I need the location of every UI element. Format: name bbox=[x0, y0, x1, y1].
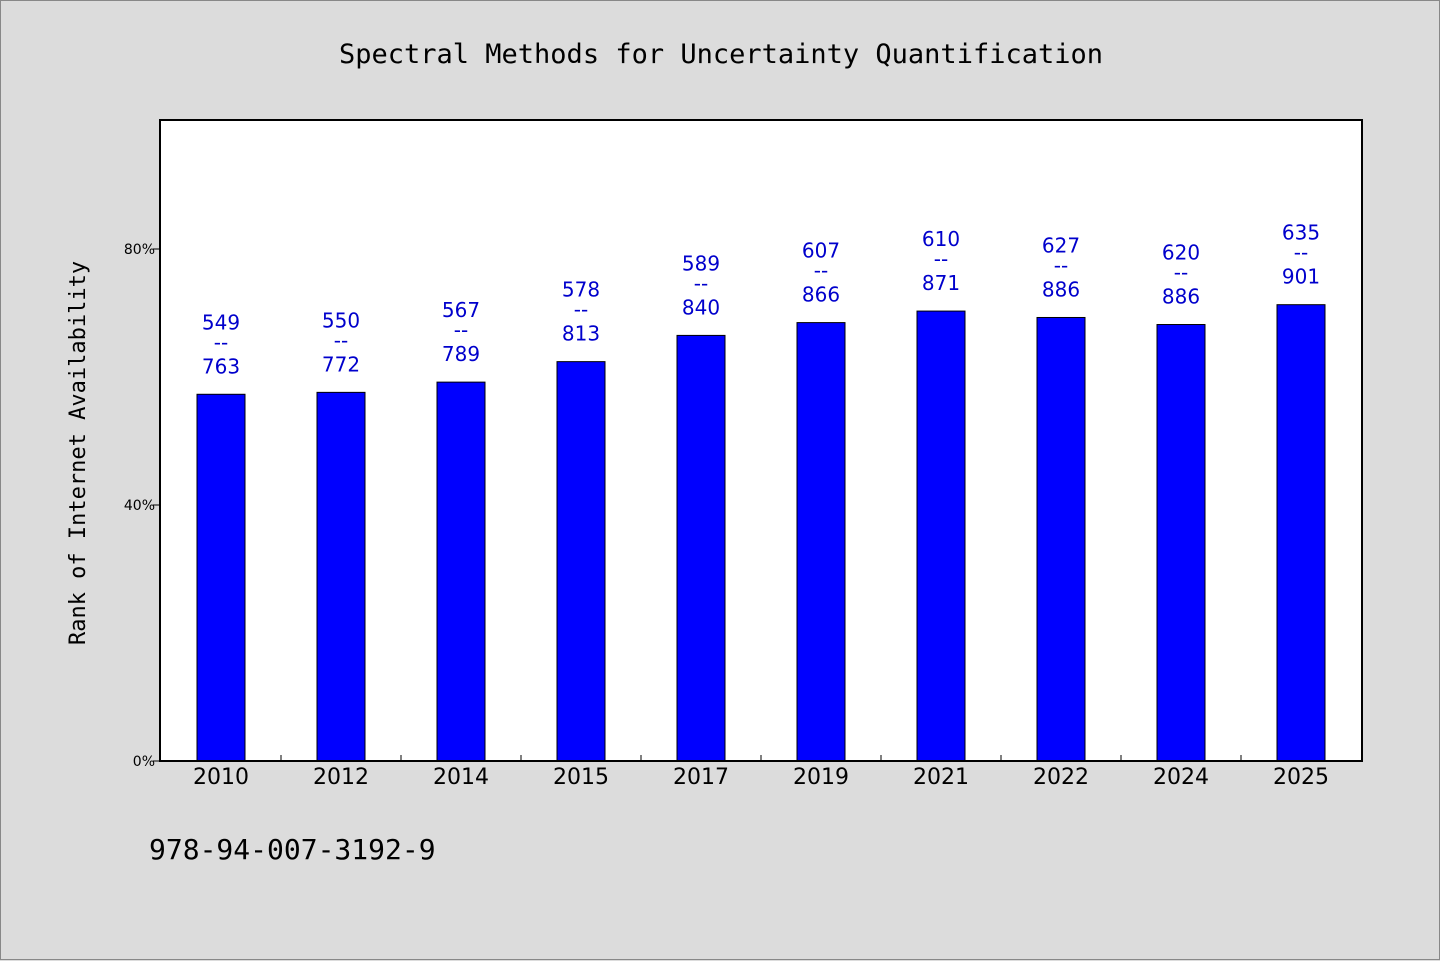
isbn-text: 978-94-007-3192-9 bbox=[149, 833, 436, 866]
bar-label-bottom: 840 bbox=[682, 295, 720, 319]
x-tick-label: 2025 bbox=[1273, 765, 1329, 790]
y-axis-label: Rank of Internet Availability bbox=[66, 261, 91, 645]
bar-label-top: 567 bbox=[442, 298, 480, 322]
bar-label-top: 610 bbox=[922, 227, 960, 251]
bar bbox=[676, 334, 726, 762]
y-tick-label: 80% bbox=[124, 242, 155, 258]
bar-label-top: 635 bbox=[1282, 221, 1320, 245]
bar-label-separator: -- bbox=[694, 271, 708, 295]
y-tick-label: 0% bbox=[133, 754, 155, 770]
bar bbox=[916, 310, 966, 762]
x-tick-label: 2019 bbox=[793, 765, 849, 790]
x-tick-label: 2015 bbox=[553, 765, 609, 790]
x-tick-label: 2024 bbox=[1153, 765, 1209, 790]
bar-label-separator: -- bbox=[454, 318, 468, 342]
chart-title: Spectral Methods for Uncertainty Quantif… bbox=[339, 39, 1103, 70]
bar-label-top: 578 bbox=[562, 278, 600, 302]
bar-label-bottom: 886 bbox=[1162, 285, 1200, 309]
bar-label-bottom: 813 bbox=[562, 322, 600, 346]
y-tick-label: 40% bbox=[124, 498, 155, 514]
bar bbox=[316, 391, 366, 762]
bar-label-bottom: 866 bbox=[802, 283, 840, 307]
chart-marks: 0%40%80%2010549--7632012550--7722014567-… bbox=[124, 221, 1329, 790]
bar-label-bottom: 886 bbox=[1042, 277, 1080, 301]
bar-label-top: 620 bbox=[1162, 241, 1200, 265]
x-tick-label: 2010 bbox=[193, 765, 249, 790]
bar-label-bottom: 763 bbox=[202, 354, 240, 378]
bar-label-separator: -- bbox=[1054, 253, 1068, 277]
x-tick-label: 2017 bbox=[673, 765, 729, 790]
bar bbox=[556, 361, 606, 762]
bar bbox=[1036, 316, 1086, 762]
bar bbox=[1156, 324, 1206, 762]
bar-label-bottom: 789 bbox=[442, 342, 480, 366]
bar-label-bottom: 772 bbox=[322, 352, 360, 376]
bar bbox=[436, 381, 486, 762]
bar-label-separator: -- bbox=[934, 247, 948, 271]
bar-label-top: 589 bbox=[682, 251, 720, 275]
x-tick-label: 2014 bbox=[433, 765, 489, 790]
bar-label-separator: -- bbox=[574, 298, 588, 322]
bar-label-top: 550 bbox=[322, 308, 360, 332]
x-tick-label: 2021 bbox=[913, 765, 969, 790]
bar bbox=[1276, 304, 1326, 762]
bar-label-separator: -- bbox=[1174, 261, 1188, 285]
bar-label-separator: -- bbox=[214, 330, 228, 354]
bar-label-bottom: 901 bbox=[1282, 265, 1320, 289]
bar-label-separator: -- bbox=[334, 328, 348, 352]
bar-label-top: 607 bbox=[802, 239, 840, 263]
plot-frame bbox=[159, 119, 1363, 762]
bar bbox=[796, 322, 846, 762]
bar-label-separator: -- bbox=[814, 259, 828, 283]
bar-label-top: 627 bbox=[1042, 233, 1080, 257]
x-tick-label: 2022 bbox=[1033, 765, 1089, 790]
bar-label-separator: -- bbox=[1294, 241, 1308, 265]
x-tick-label: 2012 bbox=[313, 765, 369, 790]
bar-label-bottom: 871 bbox=[922, 271, 960, 295]
bar-label-top: 549 bbox=[202, 310, 240, 334]
bar bbox=[196, 393, 246, 762]
